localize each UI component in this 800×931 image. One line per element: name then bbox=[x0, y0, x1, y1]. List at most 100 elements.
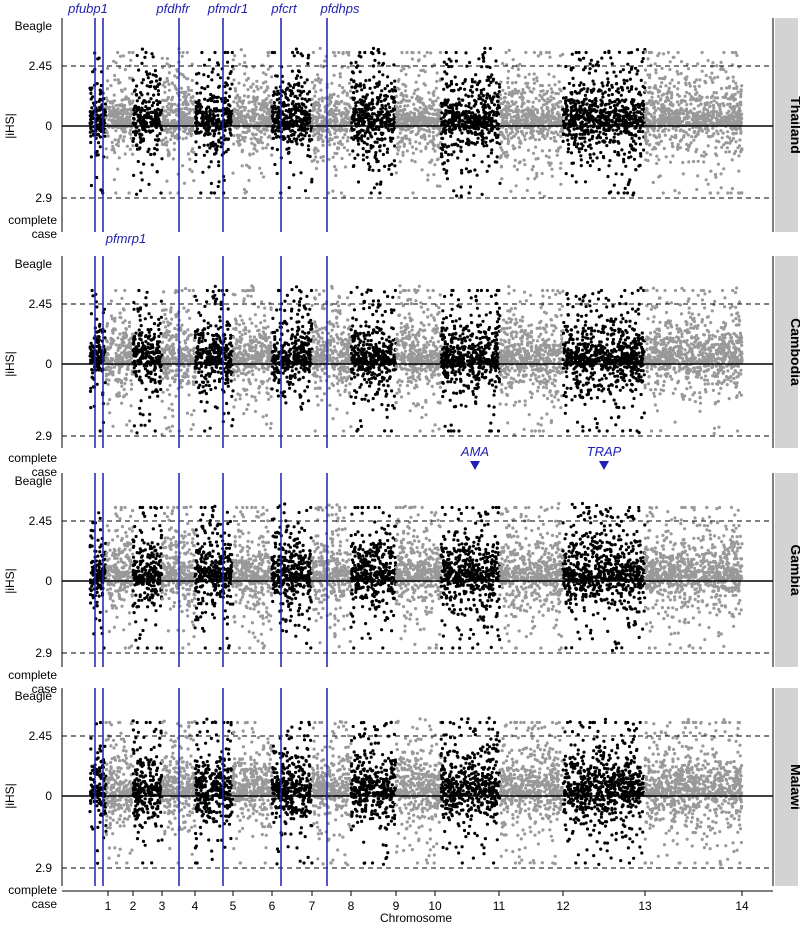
data-point bbox=[251, 152, 255, 156]
data-point bbox=[552, 121, 557, 125]
data-point bbox=[455, 194, 459, 198]
data-point bbox=[510, 66, 515, 70]
data-point bbox=[349, 78, 353, 82]
data-point bbox=[167, 102, 171, 106]
data-point bbox=[184, 90, 188, 94]
data-point bbox=[489, 118, 493, 122]
data-point bbox=[182, 129, 186, 133]
data-point bbox=[450, 143, 454, 147]
data-point bbox=[450, 106, 455, 110]
data-point bbox=[188, 167, 192, 171]
data-point bbox=[320, 115, 324, 119]
data-point bbox=[377, 168, 381, 173]
data-point bbox=[335, 135, 339, 139]
data-point bbox=[427, 134, 431, 138]
data-point bbox=[214, 147, 218, 151]
data-point bbox=[473, 142, 477, 146]
data-point bbox=[236, 93, 240, 97]
data-point bbox=[588, 62, 592, 66]
data-point bbox=[200, 86, 204, 90]
data-point bbox=[165, 76, 169, 81]
data-point bbox=[614, 172, 618, 176]
data-point bbox=[241, 121, 245, 125]
data-point bbox=[224, 150, 228, 154]
data-point bbox=[266, 54, 270, 58]
data-point bbox=[128, 128, 132, 133]
data-point bbox=[541, 110, 545, 114]
data-point bbox=[490, 100, 494, 105]
data-point bbox=[521, 88, 525, 92]
data-point bbox=[292, 54, 296, 58]
data-point bbox=[518, 160, 522, 164]
data-point bbox=[467, 139, 471, 143]
data-point bbox=[622, 109, 626, 113]
data-point bbox=[312, 104, 316, 108]
data-point bbox=[403, 119, 407, 123]
data-point bbox=[320, 133, 324, 137]
data-point bbox=[376, 100, 380, 104]
data-point bbox=[135, 143, 139, 148]
data-point bbox=[514, 132, 518, 136]
data-point bbox=[226, 76, 230, 80]
data-point bbox=[266, 50, 270, 55]
data-point bbox=[304, 105, 308, 109]
data-point bbox=[188, 107, 193, 111]
data-point bbox=[482, 110, 486, 114]
data-point bbox=[589, 58, 594, 62]
data-point bbox=[381, 73, 385, 77]
data-point bbox=[357, 107, 361, 111]
data-point bbox=[128, 76, 132, 80]
data-point bbox=[532, 129, 536, 133]
data-point bbox=[488, 46, 492, 51]
data-point bbox=[548, 163, 552, 167]
data-point bbox=[165, 130, 169, 134]
data-point bbox=[345, 93, 349, 97]
data-point bbox=[275, 148, 279, 152]
data-point bbox=[140, 61, 144, 65]
data-point bbox=[270, 75, 274, 79]
data-point bbox=[396, 135, 400, 139]
data-point bbox=[583, 136, 587, 140]
data-point bbox=[468, 169, 472, 173]
data-point bbox=[362, 120, 367, 124]
data-point bbox=[410, 57, 414, 61]
data-point bbox=[600, 81, 604, 85]
data-point bbox=[579, 158, 583, 162]
data-point bbox=[456, 156, 460, 160]
data-point bbox=[308, 154, 312, 159]
data-point bbox=[335, 151, 339, 156]
data-point bbox=[463, 115, 467, 119]
data-point bbox=[417, 50, 421, 55]
data-point bbox=[145, 107, 150, 111]
data-point bbox=[286, 127, 291, 131]
data-point bbox=[155, 122, 159, 126]
data-point bbox=[395, 118, 399, 122]
data-point bbox=[226, 109, 230, 113]
data-point bbox=[138, 189, 143, 193]
data-point bbox=[481, 93, 485, 98]
data-point bbox=[169, 121, 173, 126]
data-point bbox=[552, 117, 556, 121]
data-point bbox=[151, 55, 155, 59]
data-point bbox=[98, 88, 102, 92]
data-point bbox=[306, 62, 310, 66]
data-point bbox=[579, 81, 583, 85]
data-point bbox=[246, 95, 250, 99]
data-point bbox=[355, 65, 359, 69]
data-point bbox=[562, 119, 566, 123]
data-point bbox=[271, 93, 275, 97]
data-point bbox=[287, 186, 291, 190]
data-point bbox=[190, 62, 194, 66]
data-point bbox=[417, 119, 421, 124]
data-point bbox=[559, 161, 563, 165]
data-point bbox=[167, 88, 171, 92]
data-point bbox=[574, 106, 578, 110]
data-point bbox=[130, 92, 134, 96]
data-point bbox=[542, 98, 547, 103]
data-point bbox=[519, 122, 523, 126]
data-point bbox=[538, 93, 542, 97]
data-point bbox=[400, 113, 404, 117]
data-point bbox=[623, 114, 627, 118]
data-point bbox=[314, 155, 318, 159]
data-point bbox=[360, 119, 364, 123]
